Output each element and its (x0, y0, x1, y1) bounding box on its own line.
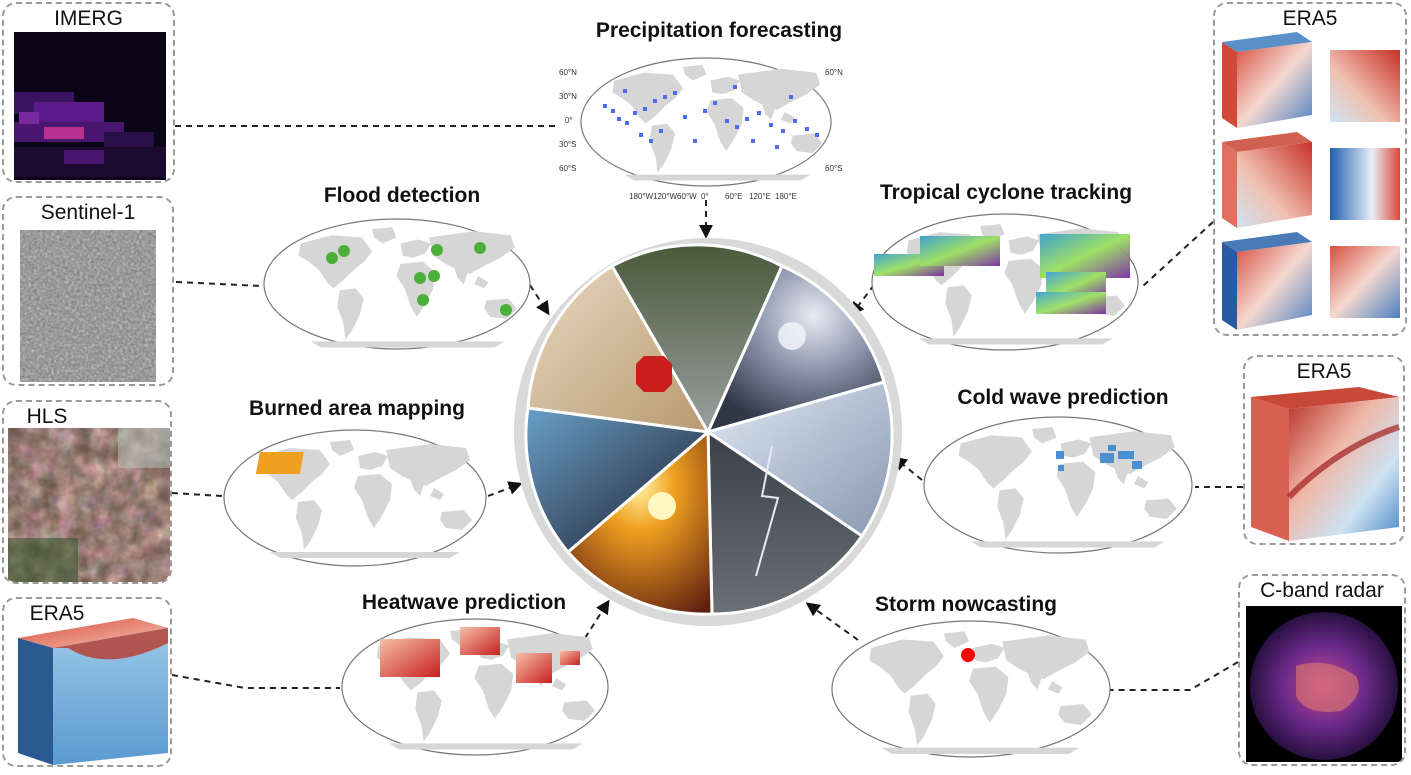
era5-top-right-panel: ERA5 (1213, 2, 1407, 336)
storm-map (831, 620, 1111, 758)
wedge-fire-photo (524, 406, 712, 555)
connector-sentinel1 (175, 281, 263, 287)
coldwave-patches (1056, 445, 1142, 471)
connector-cband (1110, 661, 1239, 691)
era5-mid-right-label: ERA5 (1296, 360, 1352, 383)
sentinel1-sar-image (20, 230, 156, 382)
burned-patch (255, 452, 304, 474)
cyclone-tracks (874, 234, 1130, 314)
era5-left-label: ERA5 (29, 602, 85, 625)
era5-cubes-stack (1222, 32, 1400, 330)
precipitation-map: 60°N 30°N 0° 30°S 60°S 60°N 60°S 180°W 1… (559, 57, 843, 201)
arrow-heatwave (584, 599, 610, 639)
precip-lon-60e: 60°E (725, 192, 742, 201)
connector-hls (171, 492, 223, 497)
imerg-precip-image (14, 32, 166, 180)
era5-left-panel: ERA5 (2, 597, 172, 767)
flood-map (263, 218, 531, 350)
precipitation-title: Precipitation forecasting (595, 19, 843, 42)
burned-map (223, 429, 487, 567)
wedge-snow-photo (704, 380, 894, 539)
sentinel1-label: Sentinel-1 (40, 201, 136, 224)
hls-label: HLS (26, 405, 68, 428)
era5-mid-right-panel: ERA5 (1243, 355, 1405, 545)
stop-sign-icon (636, 356, 672, 392)
precip-lat-0: 0° (565, 116, 573, 125)
burned-title: Burned area mapping (249, 397, 465, 420)
cyclone-eye-icon (778, 322, 806, 350)
precip-lat-30n: 30°N (559, 92, 577, 101)
storm-title: Storm nowcasting (874, 593, 1058, 616)
precip-lat-60s-right: 60°S (825, 164, 842, 173)
heatwave-patches (380, 627, 580, 683)
arrow-burned (487, 481, 523, 497)
connector-era5-left (171, 674, 340, 689)
era5-mid-cube (1251, 387, 1400, 541)
coldwave-map (923, 416, 1193, 554)
hls-satellite-image (8, 428, 170, 582)
connector-era5-top-right (1142, 221, 1214, 287)
precip-lat-30s: 30°S (559, 140, 576, 149)
precip-lon-180w: 180°W (629, 192, 654, 201)
arrow-coldwave (892, 456, 923, 481)
precip-lat-60n-right: 60°N (825, 68, 843, 77)
era5-left-cube (18, 618, 168, 765)
hazard-wheel (514, 238, 902, 626)
precip-lon-120e: 120°E (749, 192, 771, 201)
cyclone-map (871, 213, 1139, 351)
heatwave-map (341, 618, 609, 756)
precip-lon-180e: 180°E (775, 192, 797, 201)
precip-lon-120w: 120°W (653, 192, 678, 201)
flood-title: Flood detection (323, 184, 481, 207)
era5-top-right-label: ERA5 (1282, 7, 1338, 30)
cyclone-title: Tropical cyclone tracking (879, 181, 1133, 204)
sentinel1-panel: Sentinel-1 (2, 196, 174, 386)
wedge-rain-photo (609, 243, 784, 436)
precip-lon-0: 0° (701, 192, 709, 201)
arrow-flood (529, 284, 550, 316)
wedge-storm-photo (706, 429, 865, 616)
lightning-bolt-icon (755, 445, 780, 577)
precip-cells (603, 85, 819, 149)
heatwave-title: Heatwave prediction (361, 591, 567, 614)
coldwave-title: Cold wave prediction (957, 386, 1169, 409)
hls-panel: HLS (2, 400, 172, 584)
precip-lat-60s: 60°S (559, 164, 576, 173)
imerg-label: IMERG (54, 7, 123, 30)
flood-markers (326, 242, 512, 316)
cband-radar-image (1246, 606, 1402, 762)
wedge-heat-photo (565, 428, 714, 616)
precip-lon-60w: 60°W (677, 192, 697, 201)
storm-marker (961, 648, 975, 662)
precip-lat-60n: 60°N (559, 68, 577, 77)
cband-panel: C-band radar (1238, 574, 1406, 766)
sun-icon (648, 492, 676, 520)
imerg-panel: IMERG (2, 2, 175, 183)
cband-label: C-band radar (1260, 579, 1384, 602)
